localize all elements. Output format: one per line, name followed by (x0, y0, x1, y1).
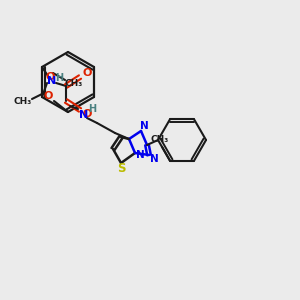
Text: H: H (55, 73, 63, 83)
Text: N: N (80, 110, 88, 120)
Text: H: H (88, 104, 96, 114)
Text: O: O (82, 109, 92, 119)
Text: N: N (140, 121, 148, 131)
Text: N: N (47, 76, 57, 86)
Text: N: N (136, 150, 144, 160)
Text: N: N (150, 154, 158, 164)
Text: O: O (82, 68, 92, 78)
Text: CH₃: CH₃ (65, 79, 83, 88)
Text: CH₃: CH₃ (151, 135, 169, 144)
Text: CH₃: CH₃ (14, 98, 32, 106)
Text: O: O (45, 72, 55, 82)
Text: S: S (117, 161, 125, 175)
Text: O: O (43, 91, 53, 101)
